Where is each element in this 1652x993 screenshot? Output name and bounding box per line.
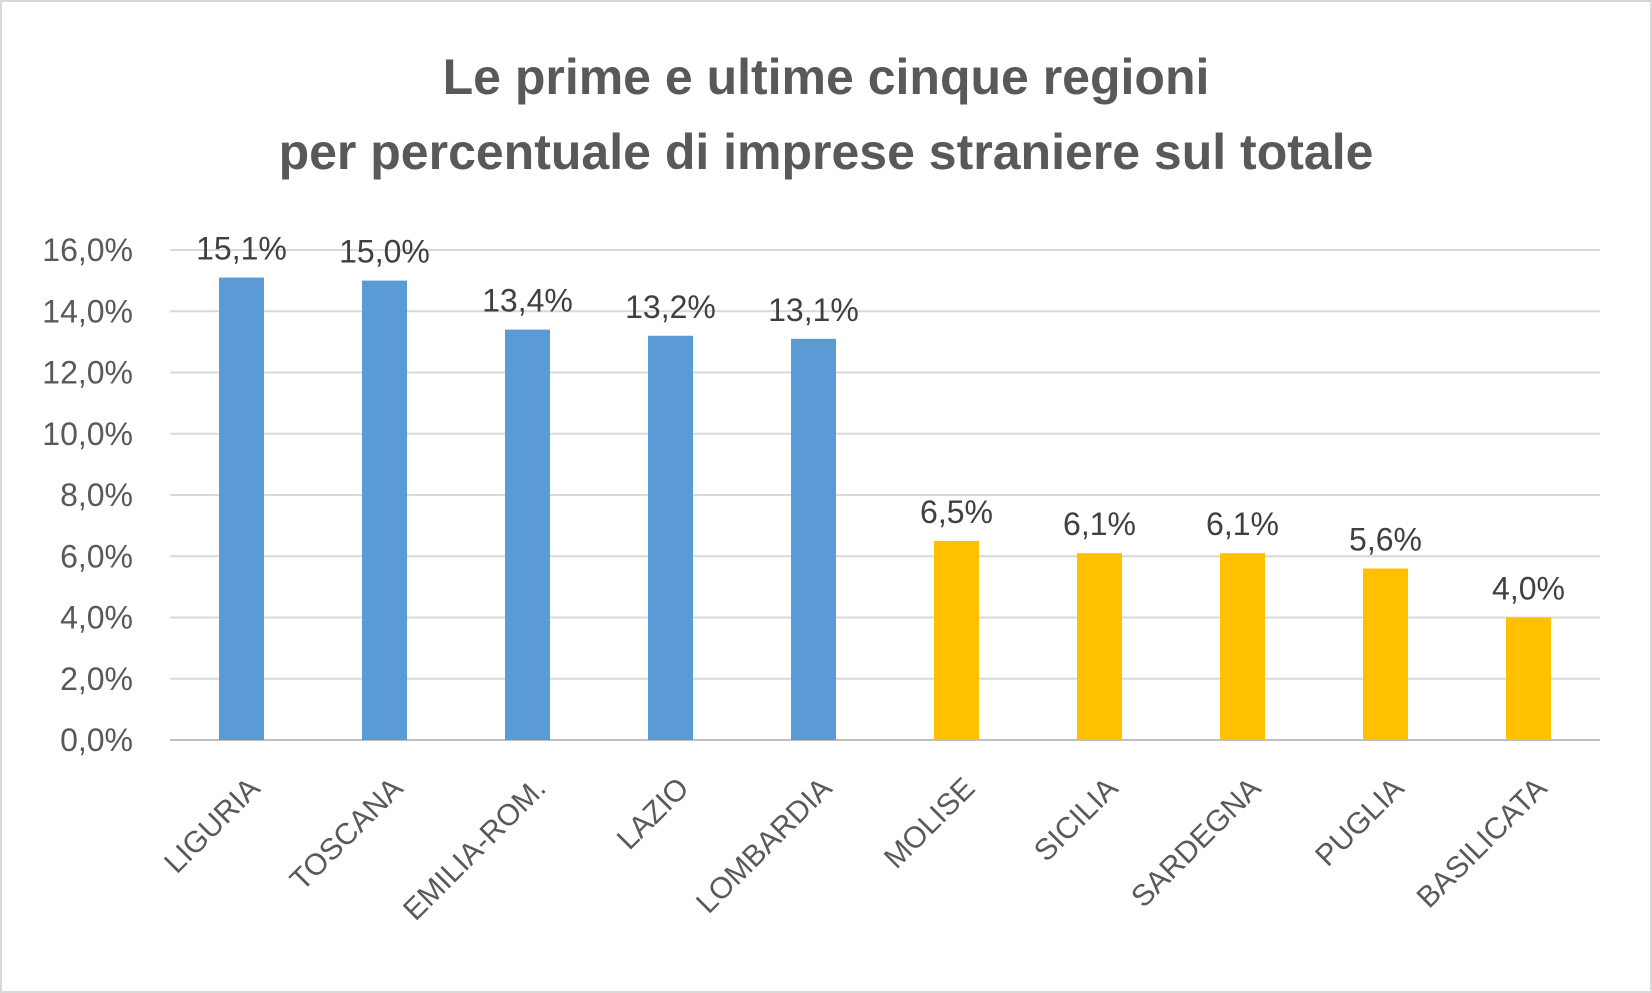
bar-molise <box>934 540 979 740</box>
bars <box>219 277 1551 740</box>
y-axis-tick-labels: 0,0% 2,0% 4,0% 6,0% 8,0% 10,0% 12,0% 14,0% 16,0% <box>42 232 133 758</box>
data-label: 13,1% <box>768 292 859 328</box>
gridlines <box>170 249 1600 741</box>
y-tick-label: 8,0% <box>60 477 133 513</box>
bar-basilicata <box>1506 617 1551 740</box>
bar-lombardia <box>791 338 836 740</box>
y-tick-label: 10,0% <box>42 416 133 452</box>
category-label: LIGURIA <box>158 772 266 880</box>
category-label: PUGLIA <box>1309 772 1410 873</box>
bar-puglia <box>1363 568 1408 740</box>
bar-sicilia <box>1077 553 1122 740</box>
bar-toscana <box>362 280 407 740</box>
chart-title-line-1: Le prime e ultime cinque regioni <box>442 49 1210 105</box>
category-label: SICILIA <box>1028 772 1124 868</box>
bar-sardegna <box>1220 553 1265 740</box>
data-label: 4,0% <box>1492 571 1565 607</box>
chart-title-line-2: per percentuale di imprese straniere sul… <box>278 124 1374 180</box>
category-label: BASILICATA <box>1411 772 1554 915</box>
bar-lazio <box>648 335 693 740</box>
category-label: TOSCANA <box>284 772 410 898</box>
y-tick-label: 2,0% <box>60 661 133 697</box>
data-label: 13,4% <box>482 283 573 319</box>
category-label: LAZIO <box>611 772 696 857</box>
y-tick-label: 4,0% <box>60 600 133 636</box>
y-tick-label: 6,0% <box>60 538 133 574</box>
data-label: 6,1% <box>1206 506 1279 542</box>
data-label: 6,5% <box>920 494 993 530</box>
category-label: LOMBARDIA <box>690 772 838 920</box>
y-tick-label: 12,0% <box>42 355 133 391</box>
category-label: MOLISE <box>878 772 982 876</box>
data-label: 5,6% <box>1349 522 1422 558</box>
data-label: 15,0% <box>339 234 430 270</box>
bar-liguria <box>219 277 264 740</box>
data-label: 15,1% <box>196 231 287 267</box>
bar-emilia-rom <box>505 329 550 740</box>
y-tick-label: 16,0% <box>42 232 133 268</box>
y-tick-label: 14,0% <box>42 293 133 329</box>
data-labels: 15,1% 15,0% 13,4% 13,2% 13,1% 6,5% 6,1% 6,1% 5,6… <box>196 231 1565 607</box>
data-label: 13,2% <box>625 289 716 325</box>
category-label: SARDEGNA <box>1125 772 1267 914</box>
category-label: EMILIA-ROM. <box>397 772 552 927</box>
data-label: 6,1% <box>1063 506 1136 542</box>
y-tick-label: 0,0% <box>60 722 133 758</box>
